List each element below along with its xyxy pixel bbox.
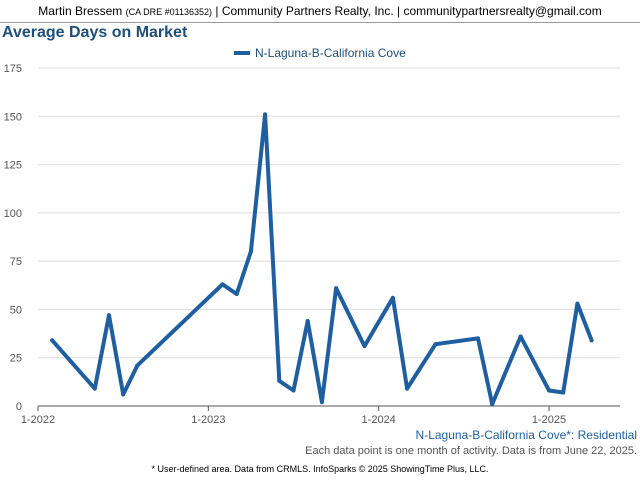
- series-line: [50, 112, 594, 407]
- header-divider: [0, 22, 640, 23]
- y-tick-label: 50: [10, 304, 22, 316]
- data-point: [405, 386, 410, 391]
- data-point: [589, 338, 594, 343]
- agent-header: Martin Bressem (CA DRE #01136352) | Comm…: [0, 0, 640, 22]
- series-lines: [50, 112, 594, 407]
- data-point: [220, 282, 225, 287]
- y-tick-label: 0: [16, 401, 22, 413]
- series-caption: N-Laguna-B-California Cove*: Residential: [415, 428, 637, 442]
- x-tick-label: 1-2023: [191, 414, 225, 426]
- data-point: [362, 344, 367, 349]
- data-point: [433, 342, 438, 347]
- data-point: [291, 388, 296, 393]
- data-note: Each data point is one month of activity…: [305, 445, 637, 457]
- x-tick-label: 1-2022: [21, 414, 55, 426]
- y-tick-label: 100: [4, 208, 22, 220]
- x-tick-label: 1-2024: [362, 414, 396, 426]
- data-point: [50, 338, 55, 343]
- data-point: [121, 392, 126, 397]
- legend-label: N-Laguna-B-California Cove: [255, 46, 406, 60]
- data-point: [334, 286, 339, 291]
- y-tick-label: 150: [4, 111, 22, 123]
- data-point: [476, 336, 481, 341]
- y-tick-label: 75: [10, 256, 22, 268]
- data-point: [106, 313, 111, 318]
- x-tick-label: 1-2025: [532, 414, 566, 426]
- data-point: [319, 400, 324, 405]
- data-point: [561, 390, 566, 395]
- data-point: [305, 319, 310, 324]
- grid-lines: [38, 67, 620, 359]
- data-point: [248, 249, 253, 254]
- data-point: [490, 402, 495, 407]
- y-axis-ticks: 0 25 50 75 100 125 150 175: [4, 63, 22, 413]
- agent-name: Martin Bressem: [38, 4, 123, 18]
- data-point: [277, 378, 282, 383]
- data-point: [575, 301, 580, 306]
- y-tick-label: 25: [10, 353, 22, 365]
- data-point: [92, 386, 97, 391]
- data-point: [518, 334, 523, 339]
- data-point: [234, 291, 239, 296]
- source-credit: * User-defined area. Data from CRMLS. In…: [151, 464, 489, 474]
- agent-company: | Community Partners Realty, Inc. | comm…: [215, 4, 602, 18]
- chart-title: Average Days on Market: [2, 24, 188, 41]
- data-point: [390, 295, 395, 300]
- data-point: [135, 363, 140, 368]
- y-tick-label: 125: [4, 160, 22, 172]
- data-point: [547, 388, 552, 393]
- agent-dre-number: (CA DRE #01136352): [125, 7, 213, 17]
- data-point: [263, 112, 268, 117]
- chart-legend: N-Laguna-B-California Cove: [234, 46, 406, 60]
- x-axis: 1-2022 1-2023 1-2024 1-2025: [21, 405, 620, 426]
- y-tick-label: 175: [4, 63, 22, 75]
